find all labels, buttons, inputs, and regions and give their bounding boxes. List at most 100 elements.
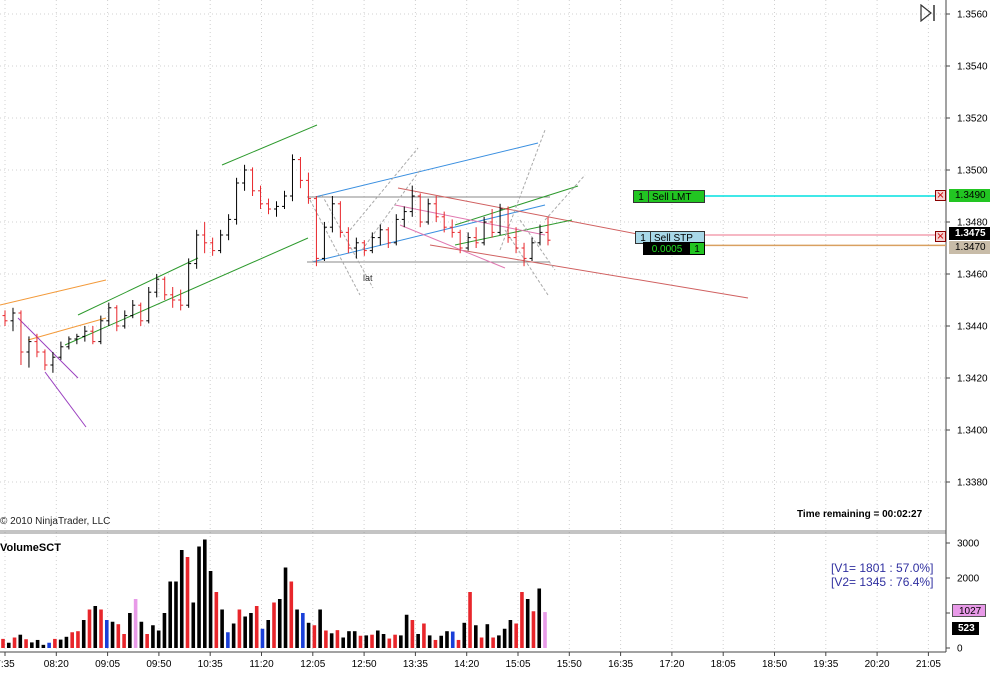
volume-bar	[208, 571, 213, 648]
time-tick-label: 7:35	[0, 659, 15, 670]
green-channel-line	[64, 237, 309, 346]
orange-trendline	[0, 279, 107, 306]
scroll-to-end-icon[interactable]	[919, 3, 939, 23]
volume-bar	[508, 620, 513, 648]
volume-tick-label: 2000	[957, 574, 980, 585]
sell-stp-label: Sell STP	[654, 233, 693, 244]
volume-bar	[335, 630, 340, 648]
volume-bar	[133, 599, 138, 648]
price-bar	[42, 349, 48, 371]
volume-bar	[81, 620, 86, 648]
green-channel-line	[77, 257, 199, 316]
volume-bar	[497, 635, 501, 648]
volume-bar	[404, 614, 409, 648]
volume-bar	[24, 639, 28, 648]
volume-bar	[139, 621, 144, 648]
volume-bar	[76, 631, 80, 648]
price-bar	[26, 336, 32, 368]
price-bar	[449, 219, 455, 238]
volume-last-tag: 523	[952, 622, 979, 635]
drawing-objects[interactable]	[0, 124, 749, 428]
pink-trendline	[394, 204, 546, 236]
volume-bar	[64, 636, 69, 648]
volume-bar	[162, 613, 167, 648]
price-bar	[226, 214, 232, 241]
orange-trendline	[27, 317, 107, 341]
price-bar	[258, 185, 264, 209]
price-bar	[218, 229, 224, 254]
volume-bar	[531, 611, 536, 648]
price-bar	[329, 196, 335, 233]
volume-bar	[116, 624, 121, 648]
gray-dashed-line	[519, 219, 556, 271]
time-tick-label: 18:05	[711, 659, 736, 670]
volume-bar	[168, 581, 173, 648]
volume-bar	[393, 634, 397, 648]
volume-bar	[12, 637, 17, 648]
price-bar	[361, 240, 367, 256]
volume-bar	[439, 635, 444, 648]
price-bar	[74, 333, 80, 345]
volume-bar	[468, 592, 472, 648]
price-bar	[250, 167, 256, 196]
volume-bar	[266, 620, 271, 648]
volume-bar	[502, 628, 507, 648]
price-bar	[122, 310, 128, 329]
price-bar	[513, 227, 519, 254]
volume-bar	[35, 639, 40, 648]
price-tick-label: 1.3460	[957, 270, 988, 281]
gray-dashed-line	[504, 229, 549, 296]
price-bar	[409, 185, 415, 217]
volume-bar	[375, 630, 380, 648]
volume-bar	[324, 630, 328, 648]
volume-bar	[156, 630, 161, 648]
gray-dashed-line	[349, 147, 419, 231]
sell-lmt-order[interactable]: 1 Sell LMT	[633, 190, 705, 203]
volume-bar	[93, 606, 98, 648]
price-bar	[297, 157, 303, 189]
annotation-lat[interactable]: lat	[363, 273, 373, 283]
volume-bar	[249, 613, 253, 648]
volume-bar	[520, 592, 524, 648]
volume-bar	[306, 622, 311, 648]
price-bar	[178, 289, 184, 311]
price-bar	[473, 227, 479, 248]
volume-bar	[254, 606, 259, 648]
price-bar	[234, 177, 240, 225]
volume-bar	[41, 644, 46, 648]
volume-bar	[485, 624, 490, 648]
volume-bar	[122, 634, 126, 648]
volume-current-tag: 1027	[952, 604, 987, 617]
price-bar	[353, 237, 359, 259]
red-trendline	[429, 244, 749, 299]
volume-bar	[47, 642, 51, 648]
cancel-sell-lmt-icon[interactable]: ×	[935, 190, 946, 201]
volume-bar	[474, 625, 478, 648]
gray-dashed-line	[499, 129, 546, 251]
price-bar	[114, 305, 120, 332]
price-bar	[289, 154, 295, 202]
volume-bar	[237, 609, 242, 648]
position-marker[interactable]: 0.0005 1	[643, 242, 705, 255]
sell-lmt-price-tag: 1.3490	[949, 189, 990, 202]
price-bar	[66, 336, 72, 350]
copyright-text: © 2010 NinjaTrader, LLC	[0, 516, 111, 527]
volume-bar	[525, 599, 530, 648]
volume-bar	[514, 623, 518, 648]
price-bar	[274, 201, 279, 217]
price-tick-label: 1.3420	[957, 374, 988, 385]
cancel-sell-stp-icon[interactable]: ×	[935, 231, 946, 242]
volume-bar	[18, 634, 23, 648]
time-tick-label: 19:35	[813, 659, 838, 670]
time-tick-label: 08:20	[44, 659, 69, 670]
price-bar	[58, 341, 64, 360]
volume-panel-title: VolumeSCT	[0, 542, 61, 554]
price-tick-label: 1.3380	[957, 478, 988, 489]
time-tick-label: 12:50	[352, 659, 377, 670]
volume-bar	[479, 637, 484, 648]
red-trendline	[397, 187, 654, 238]
purple-trendline	[17, 317, 79, 379]
volume-bar	[399, 635, 403, 648]
volume-bar	[191, 602, 196, 648]
